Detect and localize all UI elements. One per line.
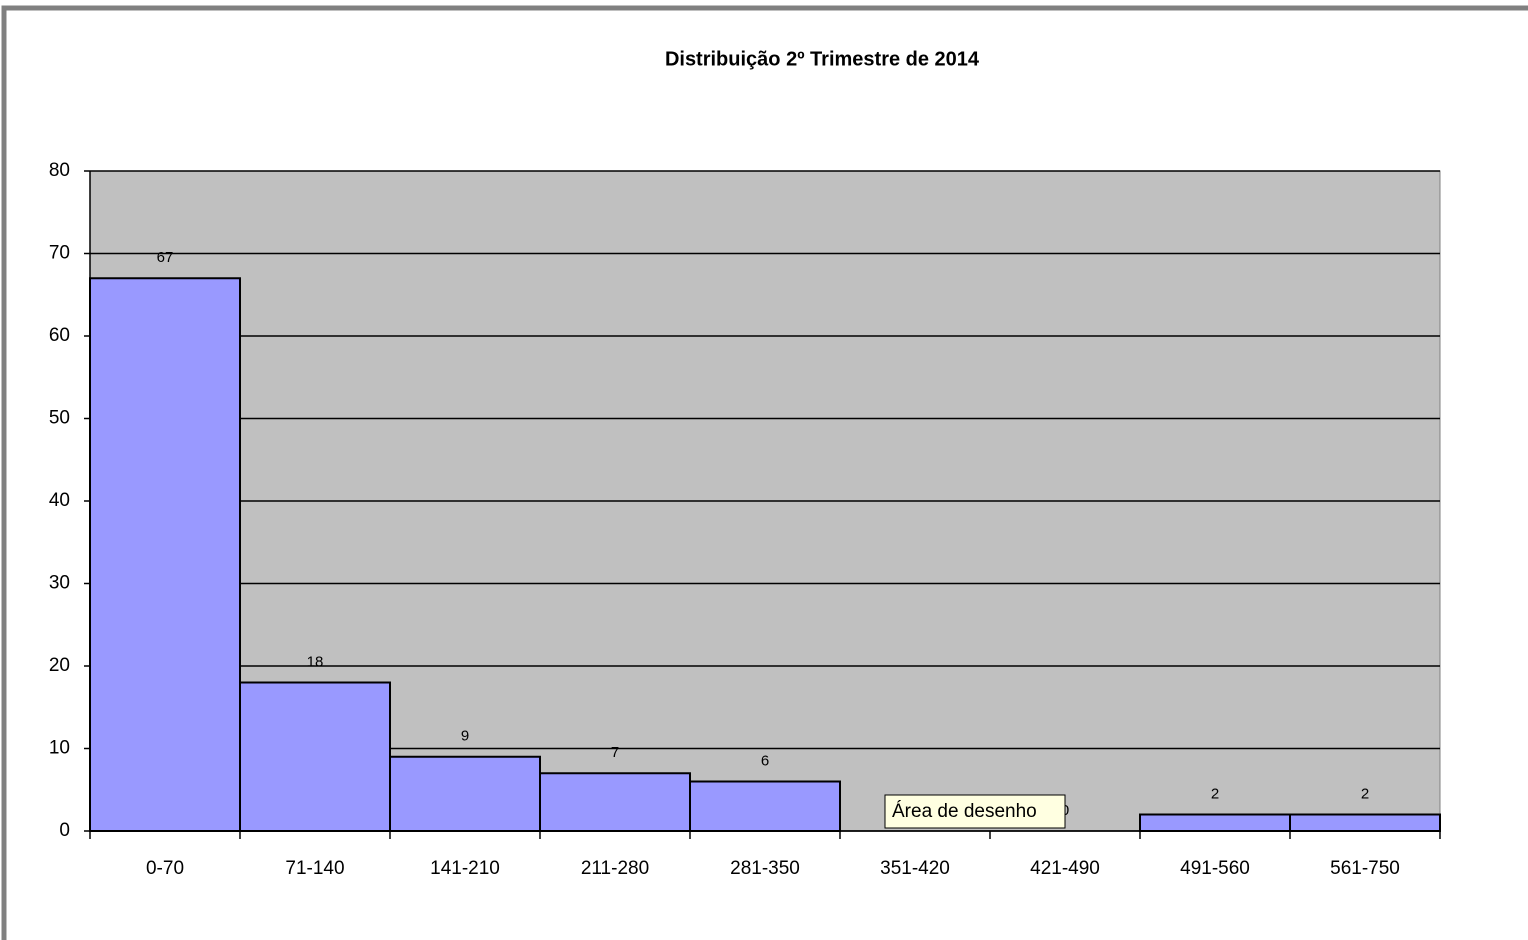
x-tick-label: 141-210	[430, 858, 500, 879]
chart-title: Distribuição 2º Trimestre de 2014	[665, 48, 980, 70]
x-tick-label: 71-140	[285, 858, 344, 879]
bar	[1139, 813, 1291, 832]
x-tick-label: 421-490	[1030, 858, 1100, 879]
tooltip-box	[884, 794, 1066, 829]
y-tick-label: 80	[49, 160, 70, 181]
value-label: 67	[157, 249, 174, 266]
tooltip-text: Área de desenho	[892, 801, 1037, 822]
value-label: 7	[611, 744, 619, 761]
bar	[539, 772, 691, 832]
bar	[239, 681, 391, 832]
x-tick-label: 561-750	[1330, 858, 1400, 879]
y-tick-label: 20	[49, 655, 70, 676]
y-tick-label: 30	[49, 573, 70, 594]
x-tick-label: 0-70	[146, 858, 184, 879]
y-tick-label: 50	[49, 408, 70, 429]
y-tick-label: 0	[59, 820, 70, 841]
y-tick-label: 70	[49, 243, 70, 264]
x-tick-label: 491-560	[1180, 858, 1250, 879]
value-label: 18	[307, 653, 324, 670]
x-tick-label: 351-420	[880, 858, 950, 879]
value-label: 2	[1211, 785, 1219, 802]
bar	[689, 780, 841, 832]
value-label: 9	[461, 728, 469, 745]
value-label: 6	[761, 752, 769, 769]
value-label: 2	[1361, 785, 1369, 802]
chart-frame	[1, 5, 1528, 940]
bar	[389, 755, 541, 832]
bar	[89, 277, 241, 832]
y-tick-label: 60	[49, 325, 70, 346]
y-tick-label: 10	[49, 738, 70, 759]
y-tick-label: 40	[49, 490, 70, 511]
x-tick-label: 281-350	[730, 858, 800, 879]
bar	[1289, 813, 1441, 832]
x-tick-label: 211-280	[581, 858, 649, 879]
